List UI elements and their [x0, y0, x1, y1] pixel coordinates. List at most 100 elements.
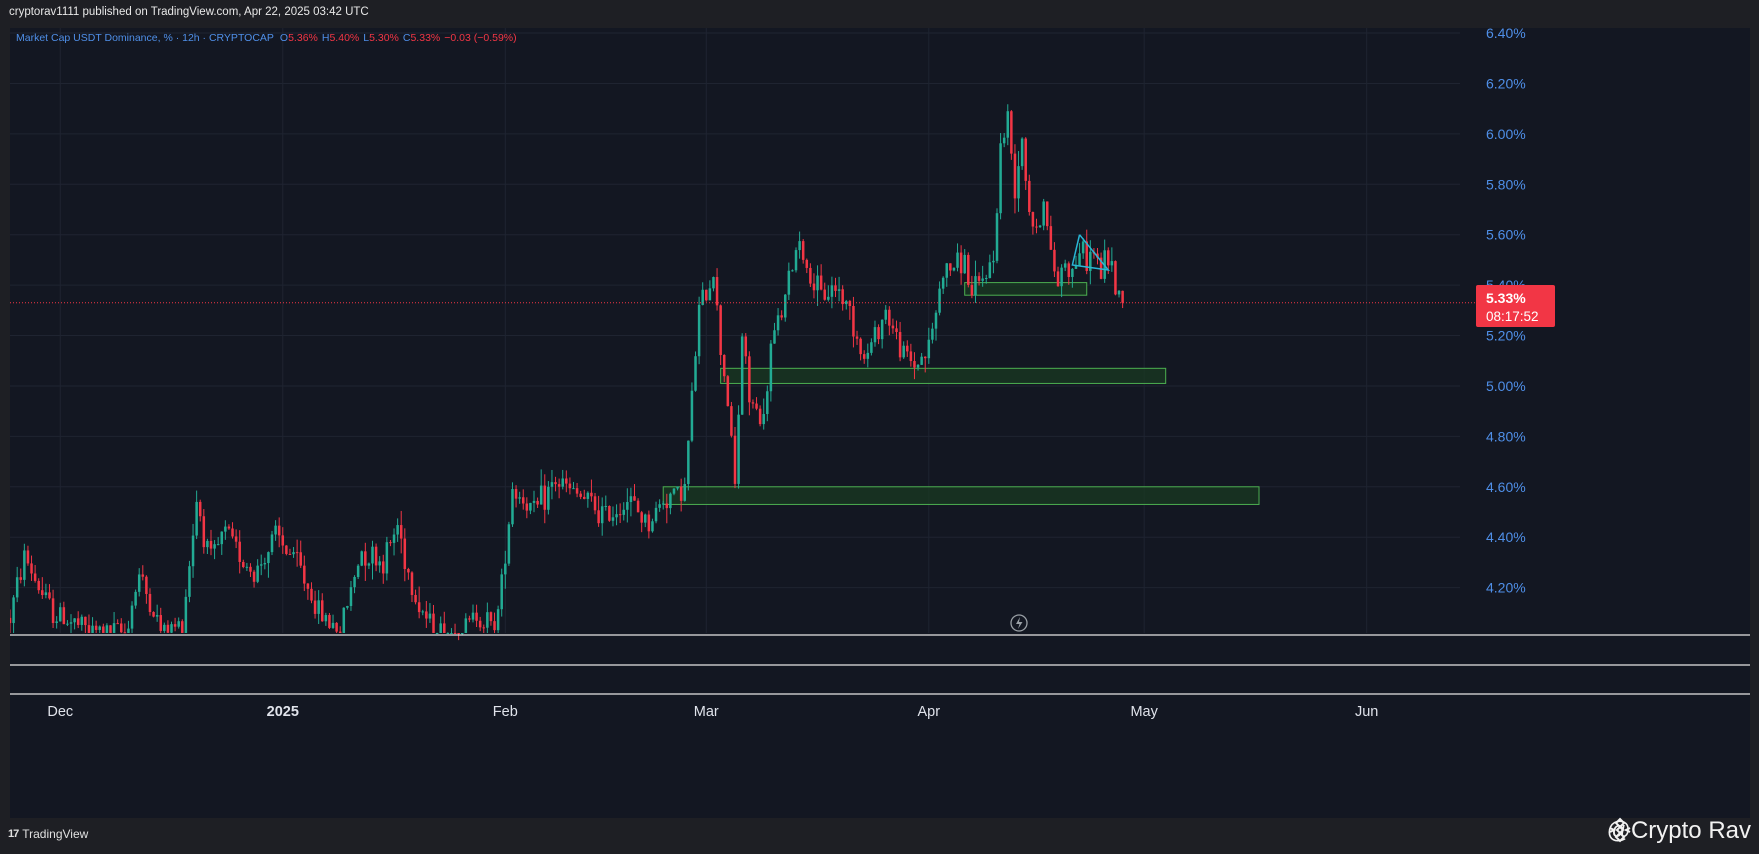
candle-body	[346, 605, 349, 608]
candle-body	[191, 535, 195, 567]
binance-icon	[1609, 817, 1631, 843]
candle-body	[751, 402, 755, 404]
candle-body	[1071, 268, 1074, 277]
candle-body	[432, 613, 435, 633]
candle-body	[356, 565, 360, 577]
candle-body	[834, 285, 837, 291]
x-tick-label: Dec	[47, 704, 73, 720]
candle-body	[328, 615, 331, 628]
candle-body	[37, 580, 40, 591]
candle-body	[382, 561, 385, 574]
candle-body	[392, 534, 396, 543]
candle-body	[898, 332, 902, 358]
candle-body	[360, 551, 363, 566]
candle-body	[313, 600, 317, 614]
candle-body	[62, 607, 66, 625]
candle-body	[493, 621, 496, 631]
candle-body	[521, 497, 525, 504]
candle-body	[766, 391, 769, 415]
candle-body	[737, 414, 740, 484]
candle-body	[116, 623, 119, 625]
y-tick-label: 4.80%	[1486, 428, 1526, 444]
candle-body	[414, 594, 417, 603]
candle-body	[141, 574, 145, 577]
y-tick-label: 4.20%	[1486, 580, 1526, 596]
candle-body	[941, 277, 945, 289]
candle-body	[58, 607, 62, 622]
candle-body	[909, 351, 913, 362]
candle-body	[202, 516, 206, 548]
candle-body	[66, 623, 69, 625]
candle-body	[629, 496, 633, 503]
y-tick-label: 6.20%	[1486, 75, 1526, 91]
candle-body	[823, 289, 826, 300]
candle-body	[877, 327, 880, 340]
candle-body	[794, 250, 798, 271]
candle-body	[651, 521, 654, 532]
tradingview-logo[interactable]: 17 TradingView	[8, 827, 88, 841]
candle-body	[859, 338, 862, 355]
chart-panel[interactable]: 4.20%4.40%4.60%4.80%5.00%5.20%5.40%5.60%…	[10, 28, 1750, 818]
candle-body	[489, 612, 493, 622]
candle-body	[633, 496, 636, 501]
candle-body	[949, 263, 952, 271]
candle-body	[299, 552, 302, 566]
candle-body	[586, 492, 590, 499]
candle-body	[33, 573, 37, 581]
x-tick-label: Apr	[918, 704, 941, 720]
candle-body	[159, 615, 162, 631]
candle-body	[608, 505, 611, 521]
candlestick-chart[interactable]: 4.20%4.40%4.60%4.80%5.00%5.20%5.40%5.60%…	[10, 28, 1750, 818]
candle-body	[984, 277, 988, 279]
candle-body	[923, 356, 927, 359]
candle-body	[744, 336, 748, 357]
candle-body	[48, 592, 51, 599]
candle-body	[464, 618, 468, 633]
candle-body	[342, 607, 346, 633]
candle-body	[927, 339, 931, 359]
candle-body	[931, 328, 934, 340]
candle-body	[1038, 225, 1042, 228]
candle-body	[583, 496, 586, 499]
candle-body	[475, 612, 478, 621]
candle-body	[575, 488, 579, 494]
y-tick-label: 5.20%	[1486, 328, 1526, 344]
candles	[10, 104, 1124, 641]
candle-body	[895, 328, 898, 333]
y-axis-labels: 4.20%4.40%4.60%4.80%5.00%5.20%5.40%5.60%…	[1486, 28, 1526, 596]
candle-body	[163, 624, 166, 631]
candle-body	[748, 356, 751, 403]
y-tick-label: 6.40%	[1486, 28, 1526, 41]
candle-body	[252, 571, 256, 582]
candle-body	[518, 497, 521, 499]
candle-body	[525, 503, 529, 511]
triangle-drawing	[1071, 234, 1111, 272]
candle-body	[435, 633, 439, 634]
candle-body	[572, 488, 575, 490]
candle-body	[780, 315, 783, 318]
replay-icon[interactable]	[1010, 614, 1028, 632]
candle-body	[504, 563, 507, 575]
candle-body	[974, 276, 977, 296]
candle-body	[1074, 265, 1078, 269]
candle-body	[1020, 138, 1024, 167]
candle-body	[938, 288, 941, 313]
candle-body	[482, 627, 486, 629]
x-tick-label: Mar	[694, 704, 719, 720]
candle-body	[1107, 250, 1110, 266]
candle-body	[1045, 201, 1049, 227]
y-tick-label: 5.00%	[1486, 378, 1526, 394]
candle-body	[891, 325, 895, 329]
candle-body	[453, 633, 457, 634]
candle-body	[967, 254, 970, 285]
candle-body	[15, 577, 19, 598]
candle-body	[407, 569, 410, 573]
candle-body	[866, 352, 870, 359]
candle-body	[292, 552, 295, 555]
candle-body	[1085, 241, 1088, 271]
candle-body	[812, 283, 816, 291]
candle-body	[952, 267, 956, 271]
candle-body	[712, 277, 715, 289]
candle-body	[988, 262, 992, 278]
candle-body	[1013, 153, 1017, 199]
